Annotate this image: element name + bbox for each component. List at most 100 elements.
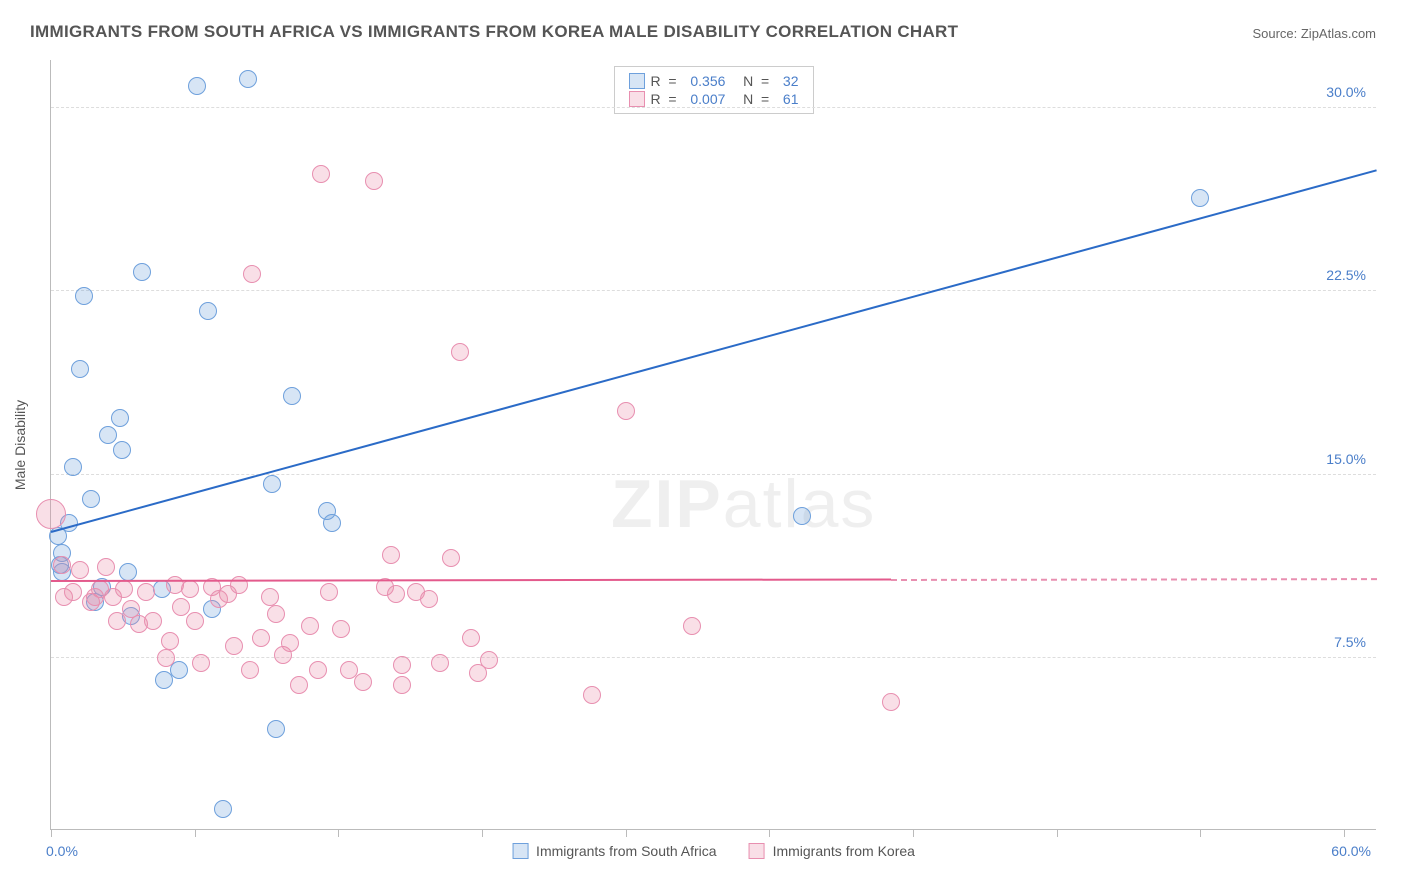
x-tick xyxy=(769,829,770,837)
scatter-point xyxy=(214,800,232,818)
legend-stats-row-1: R = 0.007 N = 61 xyxy=(629,90,799,108)
scatter-point xyxy=(239,70,257,88)
source-attribution: Source: ZipAtlas.com xyxy=(1252,26,1376,41)
scatter-point xyxy=(393,656,411,674)
scatter-point xyxy=(115,580,133,598)
scatter-point xyxy=(309,661,327,679)
x-tick xyxy=(51,829,52,837)
scatter-point xyxy=(290,676,308,694)
scatter-point xyxy=(283,387,301,405)
scatter-point xyxy=(170,661,188,679)
trend-line xyxy=(51,169,1378,533)
scatter-point xyxy=(119,563,137,581)
scatter-point xyxy=(263,475,281,493)
gridline xyxy=(51,657,1376,658)
scatter-point xyxy=(137,583,155,601)
legend-swatch-bottom-1 xyxy=(749,843,765,859)
y-tick-label: 22.5% xyxy=(1326,267,1366,283)
y-tick-label: 15.0% xyxy=(1326,451,1366,467)
x-tick-label-min: 0.0% xyxy=(46,843,78,859)
scatter-point xyxy=(312,165,330,183)
legend-swatch-1 xyxy=(629,91,645,107)
scatter-point xyxy=(71,561,89,579)
scatter-point xyxy=(617,402,635,420)
trend-line-extension xyxy=(891,578,1377,581)
scatter-point xyxy=(583,686,601,704)
x-tick xyxy=(195,829,196,837)
scatter-point xyxy=(144,612,162,630)
scatter-point xyxy=(225,637,243,655)
scatter-point xyxy=(267,605,285,623)
scatter-point xyxy=(323,514,341,532)
scatter-point xyxy=(683,617,701,635)
legend-bottom: Immigrants from South Africa Immigrants … xyxy=(512,843,915,859)
x-tick xyxy=(482,829,483,837)
legend-stats-row-0: R = 0.356 N = 32 xyxy=(629,72,799,90)
scatter-point xyxy=(252,629,270,647)
x-tick xyxy=(913,829,914,837)
legend-swatch-0 xyxy=(629,73,645,89)
scatter-point xyxy=(133,263,151,281)
x-tick xyxy=(1057,829,1058,837)
x-tick xyxy=(1344,829,1345,837)
scatter-point xyxy=(420,590,438,608)
scatter-point xyxy=(1191,189,1209,207)
scatter-point xyxy=(71,360,89,378)
scatter-point xyxy=(64,458,82,476)
scatter-point xyxy=(157,649,175,667)
scatter-point xyxy=(36,499,66,529)
scatter-point xyxy=(99,426,117,444)
scatter-point xyxy=(281,634,299,652)
scatter-point xyxy=(243,265,261,283)
scatter-point xyxy=(387,585,405,603)
scatter-point xyxy=(320,583,338,601)
plot-area: ZIPatlas R = 0.356 N = 32 R = 0.007 N = … xyxy=(50,60,1376,830)
gridline xyxy=(51,107,1376,108)
watermark: ZIPatlas xyxy=(611,465,876,543)
scatter-point xyxy=(230,576,248,594)
y-axis-label-wrap: Male Disability xyxy=(0,60,40,830)
scatter-point xyxy=(267,720,285,738)
scatter-point xyxy=(161,632,179,650)
trend-line xyxy=(51,579,891,583)
scatter-point xyxy=(451,343,469,361)
scatter-point xyxy=(480,651,498,669)
scatter-point xyxy=(192,654,210,672)
scatter-point xyxy=(393,676,411,694)
y-tick-label: 30.0% xyxy=(1326,84,1366,100)
scatter-point xyxy=(442,549,460,567)
scatter-point xyxy=(332,620,350,638)
scatter-point xyxy=(462,629,480,647)
legend-item-0: Immigrants from South Africa xyxy=(512,843,717,859)
scatter-point xyxy=(53,556,71,574)
x-tick xyxy=(626,829,627,837)
y-axis-label: Male Disability xyxy=(12,400,28,490)
legend-item-1: Immigrants from Korea xyxy=(749,843,915,859)
scatter-point xyxy=(82,490,100,508)
scatter-point xyxy=(793,507,811,525)
scatter-point xyxy=(241,661,259,679)
legend-swatch-bottom-0 xyxy=(512,843,528,859)
gridline xyxy=(51,290,1376,291)
x-tick-label-max: 60.0% xyxy=(1331,843,1371,859)
x-tick xyxy=(1200,829,1201,837)
scatter-point xyxy=(172,598,190,616)
scatter-point xyxy=(382,546,400,564)
scatter-point xyxy=(186,612,204,630)
scatter-point xyxy=(882,693,900,711)
scatter-point xyxy=(97,558,115,576)
scatter-point xyxy=(354,673,372,691)
y-tick-label: 7.5% xyxy=(1334,634,1366,650)
scatter-point xyxy=(301,617,319,635)
gridline xyxy=(51,474,1376,475)
scatter-point xyxy=(188,77,206,95)
scatter-point xyxy=(181,580,199,598)
scatter-point xyxy=(75,287,93,305)
scatter-point xyxy=(113,441,131,459)
scatter-point xyxy=(431,654,449,672)
scatter-point xyxy=(64,583,82,601)
scatter-point xyxy=(199,302,217,320)
scatter-point xyxy=(111,409,129,427)
scatter-point xyxy=(365,172,383,190)
x-tick xyxy=(338,829,339,837)
